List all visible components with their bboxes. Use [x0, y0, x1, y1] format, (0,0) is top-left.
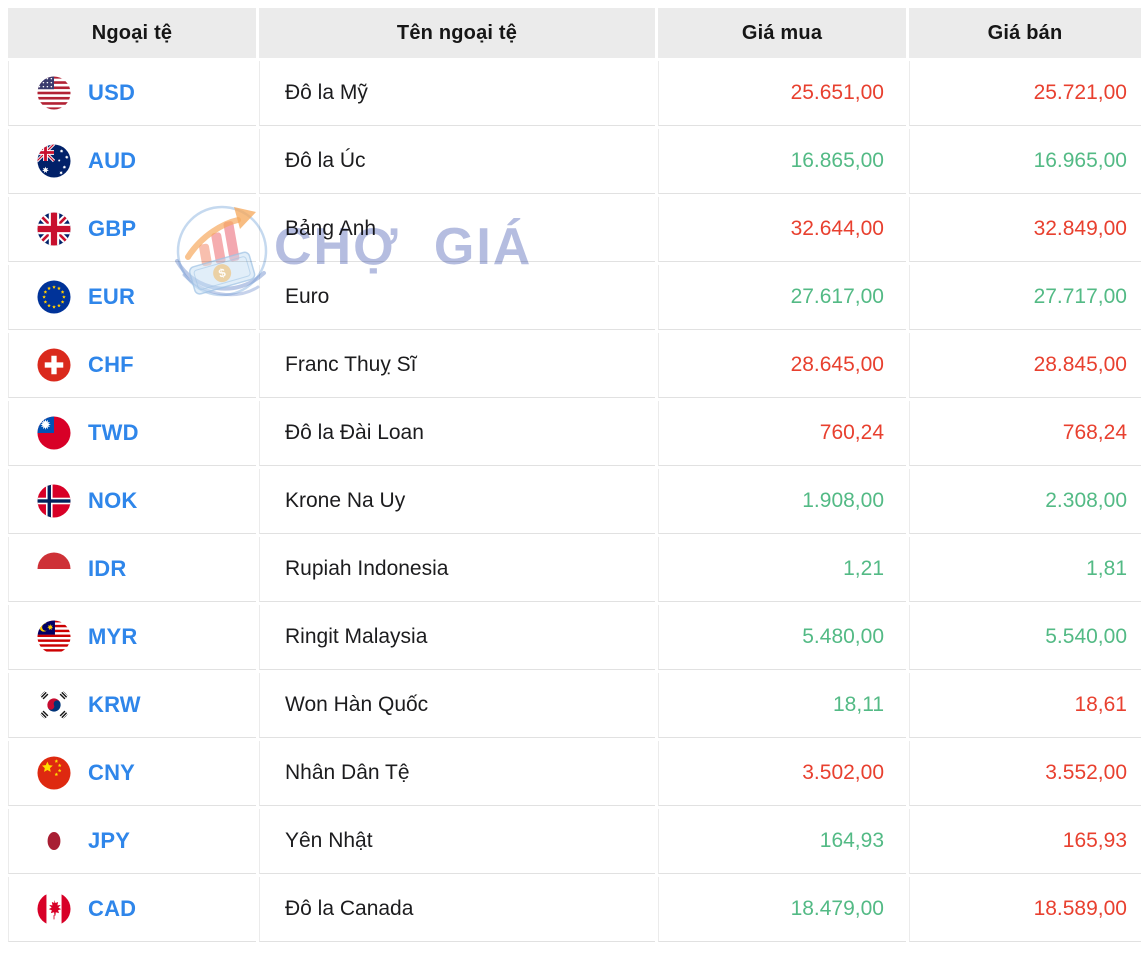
currency-name: Đô la Canada [259, 877, 655, 942]
currency-name: Nhân Dân Tệ [259, 741, 655, 806]
sell-price: 768,24 [909, 401, 1141, 466]
exchange-rate-table: Ngoại tệ Tên ngoại tệ Giá mua Giá bán US… [5, 5, 1144, 945]
currency-name: Won Hàn Quốc [259, 673, 655, 738]
usd-flag-icon [37, 76, 71, 110]
currency-cell: CAD [8, 877, 256, 942]
buy-price: 32.644,00 [658, 197, 906, 262]
eur-flag-icon [37, 280, 71, 314]
table-row: CAD Đô la Canada 18.479,00 18.589,00 [8, 877, 1141, 942]
table-row: GBP Bảng Anh 32.644,00 32.849,00 [8, 197, 1141, 262]
currency-name: Yên Nhật [259, 809, 655, 874]
buy-price: 760,24 [658, 401, 906, 466]
currency-name: Franc Thuỵ Sĩ [259, 333, 655, 398]
currency-code-link[interactable]: CNY [88, 760, 136, 785]
currency-name: Krone Na Uy [259, 469, 655, 534]
currency-code-link[interactable]: MYR [88, 624, 138, 649]
table-row: EUR Euro 27.617,00 27.717,00 [8, 265, 1141, 330]
table-row: TWD Đô la Đài Loan 760,24 768,24 [8, 401, 1141, 466]
myr-flag-icon [37, 620, 71, 654]
currency-cell: CHF [8, 333, 256, 398]
currency-code-link[interactable]: IDR [88, 556, 127, 581]
chf-flag-icon [37, 348, 71, 382]
currency-code-link[interactable]: EUR [88, 284, 136, 309]
currency-cell: GBP [8, 197, 256, 262]
currency-cell: IDR [8, 537, 256, 602]
sell-price: 1,81 [909, 537, 1141, 602]
currency-code-link[interactable]: GBP [88, 216, 137, 241]
currency-cell: TWD [8, 401, 256, 466]
sell-price: 18,61 [909, 673, 1141, 738]
sell-price: 2.308,00 [909, 469, 1141, 534]
buy-price: 18,11 [658, 673, 906, 738]
buy-price: 27.617,00 [658, 265, 906, 330]
table-row: AUD Đô la Úc 16.865,00 16.965,00 [8, 129, 1141, 194]
currency-code-link[interactable]: AUD [88, 148, 137, 173]
table-row: MYR Ringit Malaysia 5.480,00 5.540,00 [8, 605, 1141, 670]
gbp-flag-icon [37, 212, 71, 246]
cad-flag-icon [37, 892, 71, 926]
sell-price: 18.589,00 [909, 877, 1141, 942]
sell-price: 28.845,00 [909, 333, 1141, 398]
sell-price: 5.540,00 [909, 605, 1141, 670]
sell-price: 27.717,00 [909, 265, 1141, 330]
currency-code-link[interactable]: KRW [88, 692, 141, 717]
sell-price: 25.721,00 [909, 61, 1141, 126]
twd-flag-icon [37, 416, 71, 450]
currency-name: Ringit Malaysia [259, 605, 655, 670]
buy-price: 1,21 [658, 537, 906, 602]
buy-price: 18.479,00 [658, 877, 906, 942]
currency-code-link[interactable]: NOK [88, 488, 138, 513]
table-row: JPY Yên Nhật 164,93 165,93 [8, 809, 1141, 874]
currency-cell: KRW [8, 673, 256, 738]
buy-price: 16.865,00 [658, 129, 906, 194]
cny-flag-icon [37, 756, 71, 790]
currency-cell: USD [8, 61, 256, 126]
col-header-currency: Ngoại tệ [8, 8, 256, 58]
buy-price: 28.645,00 [658, 333, 906, 398]
buy-price: 1.908,00 [658, 469, 906, 534]
currency-name: Euro [259, 265, 655, 330]
table-header-row: Ngoại tệ Tên ngoại tệ Giá mua Giá bán [8, 8, 1141, 58]
currency-cell: MYR [8, 605, 256, 670]
buy-price: 5.480,00 [658, 605, 906, 670]
sell-price: 16.965,00 [909, 129, 1141, 194]
col-header-currency-name: Tên ngoại tệ [259, 8, 655, 58]
buy-price: 164,93 [658, 809, 906, 874]
table-row: USD Đô la Mỹ 25.651,00 25.721,00 [8, 61, 1141, 126]
buy-price: 3.502,00 [658, 741, 906, 806]
currency-name: Đô la Úc [259, 129, 655, 194]
sell-price: 3.552,00 [909, 741, 1141, 806]
currency-cell: CNY [8, 741, 256, 806]
col-header-buy-price: Giá mua [658, 8, 906, 58]
sell-price: 165,93 [909, 809, 1141, 874]
currency-code-link[interactable]: JPY [88, 828, 131, 853]
currency-code-link[interactable]: USD [88, 80, 136, 105]
currency-code-link[interactable]: TWD [88, 420, 139, 445]
currency-name: Đô la Mỹ [259, 61, 655, 126]
table-row: KRW Won Hàn Quốc 18,11 18,61 [8, 673, 1141, 738]
currency-name: Đô la Đài Loan [259, 401, 655, 466]
col-header-sell-price: Giá bán [909, 8, 1141, 58]
currency-cell: NOK [8, 469, 256, 534]
currency-code-link[interactable]: CAD [88, 896, 137, 921]
aud-flag-icon [37, 144, 71, 178]
currency-cell: JPY [8, 809, 256, 874]
table-row: NOK Krone Na Uy 1.908,00 2.308,00 [8, 469, 1141, 534]
currency-code-link[interactable]: CHF [88, 352, 134, 377]
currency-cell: AUD [8, 129, 256, 194]
currency-name: Bảng Anh [259, 197, 655, 262]
table-row: IDR Rupiah Indonesia 1,21 1,81 [8, 537, 1141, 602]
nok-flag-icon [37, 484, 71, 518]
table-row: CHF Franc Thuỵ Sĩ 28.645,00 28.845,00 [8, 333, 1141, 398]
currency-cell: EUR [8, 265, 256, 330]
idr-flag-icon [37, 552, 71, 586]
currency-name: Rupiah Indonesia [259, 537, 655, 602]
jpy-flag-icon [37, 824, 71, 858]
krw-flag-icon [37, 688, 71, 722]
sell-price: 32.849,00 [909, 197, 1141, 262]
table-row: CNY Nhân Dân Tệ 3.502,00 3.552,00 [8, 741, 1141, 806]
buy-price: 25.651,00 [658, 61, 906, 126]
